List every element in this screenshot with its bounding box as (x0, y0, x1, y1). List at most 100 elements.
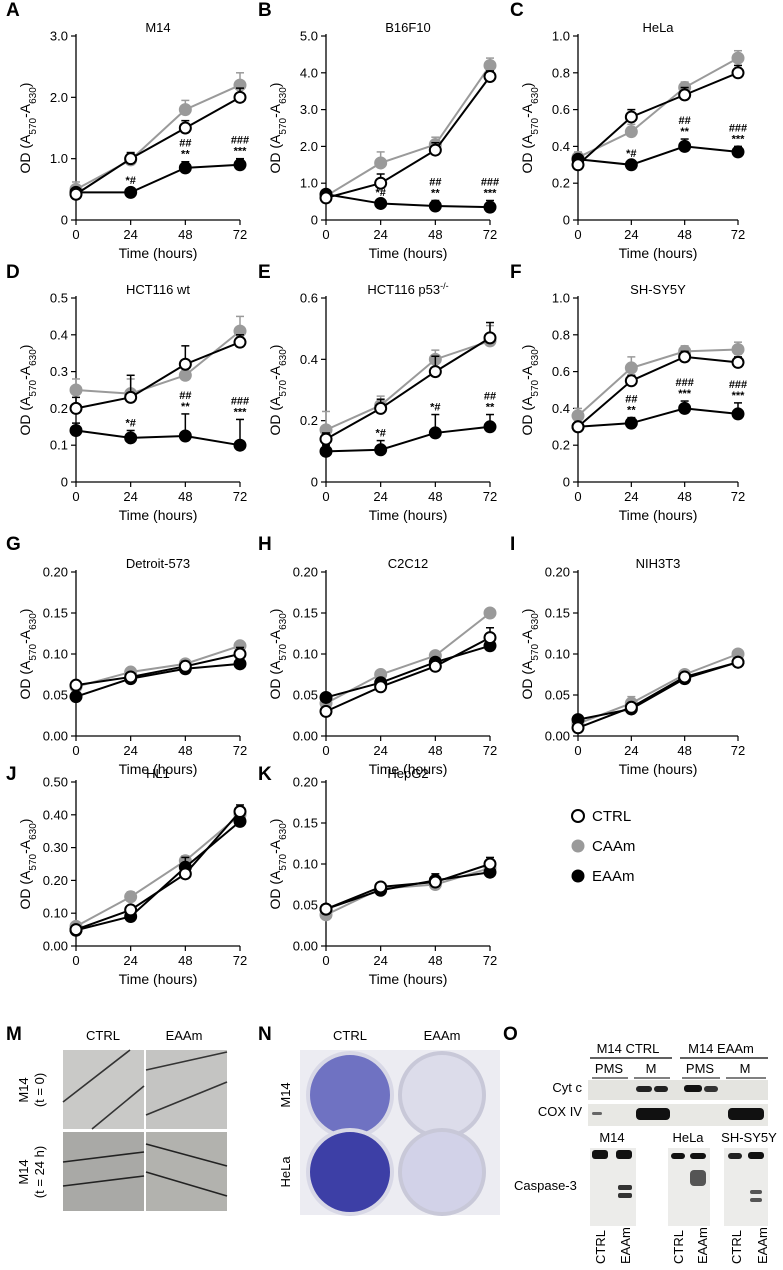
ctrl-point (483, 69, 497, 83)
x-axis-label: Time (hours) (119, 245, 198, 261)
x-tick-label: 24 (123, 953, 137, 968)
significance-mark: ### (729, 379, 747, 391)
y-tick-label: 0.8 (552, 327, 570, 342)
x-tick-label: 0 (322, 227, 329, 242)
x-axis-label: Time (hours) (369, 507, 448, 523)
chart-panel-e: E HCT116 p53-/- 0 0.2 0.4 0.6 0 24 48 72 Time (hou… (258, 262, 497, 523)
m-col-eaam: EAAm (166, 1028, 203, 1043)
x-tick-label: 72 (483, 743, 497, 758)
n-col-ctrl: CTRL (333, 1028, 367, 1043)
chart-title: Detroit-573 (126, 556, 190, 571)
o-lane-eaam-2: EAAm (695, 1227, 710, 1264)
eaam-point (624, 158, 638, 172)
o-lane-ctrl-3: CTRL (729, 1230, 744, 1264)
ctrl-point (731, 66, 745, 80)
x-tick-label: 24 (123, 227, 137, 242)
ctrl-series-line (325, 863, 491, 911)
y-axis-label: OD (A570-A630) (267, 819, 289, 910)
panel-o: O M14 CTRL M14 EAAm PMS M PMS M Cyt c CO… (503, 1024, 777, 1264)
ctrl-point (374, 880, 388, 894)
blot-caspase3-hela (668, 1148, 710, 1226)
x-tick-label: 72 (731, 489, 745, 504)
y-tick-label: 0.4 (50, 327, 68, 342)
significance-mark: *# (125, 417, 135, 429)
x-tick-label: 0 (574, 743, 581, 758)
y-tick-label: 0.6 (300, 291, 318, 306)
y-tick-label: 0.05 (545, 688, 570, 703)
panel-letter: A (6, 0, 20, 21)
chart-title: HepG2 (387, 766, 428, 781)
panel-letter-n: N (258, 1024, 272, 1045)
scratch-edge (145, 1171, 228, 1197)
caam-series-line (75, 330, 241, 395)
ctrl-series-line (325, 337, 491, 440)
blot-band (618, 1193, 632, 1198)
m-row2-sublabel: (t = 24 h) (32, 1146, 47, 1198)
eaam-series-line (577, 661, 739, 721)
ctrl-point (624, 374, 638, 388)
caam-series-line (75, 644, 241, 688)
chart-title: HeLa (642, 20, 674, 35)
panel-letter: F (510, 262, 522, 283)
caam-series-line (75, 814, 241, 928)
y-tick-label: 0.00 (43, 939, 68, 954)
y-axis-label: OD (A570-A630) (519, 83, 541, 174)
y-tick-label: 0.20 (43, 873, 68, 888)
x-tick-label: 24 (123, 489, 137, 504)
x-tick-label: 0 (72, 227, 79, 242)
o-sub-pms-1: PMS (595, 1061, 624, 1076)
x-tick-label: 24 (373, 743, 387, 758)
ctrl-point (233, 90, 247, 104)
x-axis-label: Time (hours) (119, 761, 198, 777)
n-row-hela: HeLa (278, 1156, 293, 1188)
blot-band (636, 1086, 652, 1092)
colony-plate-hela-ctrl (306, 1128, 394, 1216)
ctrl-point (124, 903, 138, 917)
y-tick-label: 0.4 (300, 352, 318, 367)
ctrl-point (678, 88, 692, 102)
o-group-ctrl: M14 CTRL (597, 1041, 660, 1056)
x-tick-label: 48 (428, 227, 442, 242)
y-tick-label: 0.6 (552, 364, 570, 379)
legend: CTRL CAAm EAAm (571, 808, 635, 885)
x-tick-label: 72 (483, 489, 497, 504)
caam-series-line (325, 339, 491, 431)
m-row2-label: M14 (16, 1159, 31, 1184)
ctrl-point (624, 700, 638, 714)
x-tick-label: 72 (731, 743, 745, 758)
o-row-coxiv: COX IV (538, 1104, 582, 1119)
y-tick-label: 0.15 (545, 606, 570, 621)
significance-mark: *# (375, 187, 385, 199)
y-axis-label: OD (A570-A630) (519, 345, 541, 436)
eaam-series-line (76, 163, 241, 194)
x-tick-label: 24 (373, 953, 387, 968)
blot-band (592, 1112, 602, 1115)
x-tick-label: 48 (677, 227, 691, 242)
n-row-m14: M14 (278, 1082, 293, 1107)
chart-panel-g: G Detroit-573 0.00 0.05 0.10 0.15 0.20 0 24 48 72 T… (6, 534, 247, 777)
eaam-point (178, 429, 192, 443)
o-lane-eaam-1: EAAm (618, 1227, 633, 1264)
x-tick-label: 24 (123, 743, 137, 758)
significance-mark: ## (429, 176, 441, 188)
caam-series-line (577, 57, 739, 159)
significance-mark: *# (626, 148, 636, 160)
y-tick-label: 3.0 (300, 102, 318, 117)
ctrl-point (319, 191, 333, 205)
blot-band (671, 1153, 685, 1159)
ctrl-point (483, 631, 497, 645)
eaam-point (69, 423, 83, 437)
chart-panel-c: C HeLa 0 0.2 0.4 0.6 0.8 1.0 0 24 48 72 Time (hours)… (510, 0, 747, 261)
scratch-edge (145, 1081, 228, 1116)
x-axis-label: Time (hours) (369, 761, 448, 777)
y-tick-label: 0 (311, 475, 318, 490)
x-tick-label: 0 (322, 489, 329, 504)
eaam-point (678, 139, 692, 153)
y-tick-label: 0.20 (293, 565, 318, 580)
significance-mark: *# (125, 175, 135, 187)
significance-mark: ## (179, 390, 191, 402)
eaam-point (319, 690, 333, 704)
chart-panel-a: A M14 0 1.0 2.0 3.0 0 24 48 72 Time (hours) OD (A57… (6, 0, 249, 261)
x-tick-label: 0 (72, 953, 79, 968)
y-axis-label: OD (A570-A630) (17, 819, 39, 910)
